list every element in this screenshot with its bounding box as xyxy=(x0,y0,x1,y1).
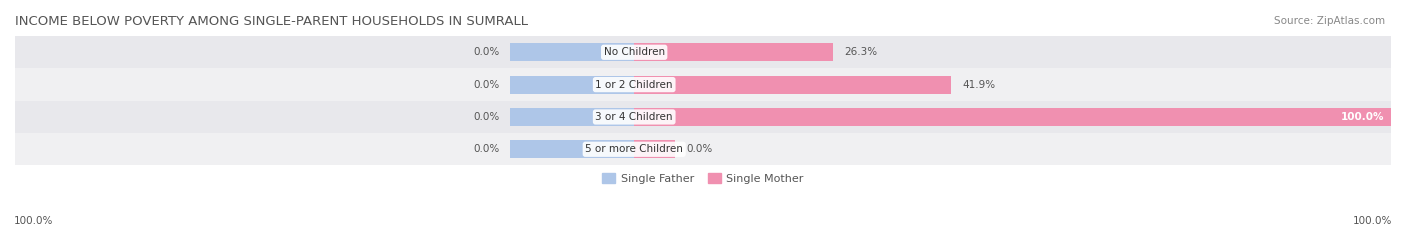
Bar xyxy=(15,101,1391,133)
Text: 100.0%: 100.0% xyxy=(1340,112,1384,122)
Text: 100.0%: 100.0% xyxy=(14,216,53,226)
Bar xyxy=(510,43,634,61)
Text: INCOME BELOW POVERTY AMONG SINGLE-PARENT HOUSEHOLDS IN SUMRALL: INCOME BELOW POVERTY AMONG SINGLE-PARENT… xyxy=(15,15,529,28)
Text: 3 or 4 Children: 3 or 4 Children xyxy=(596,112,673,122)
Bar xyxy=(510,76,634,93)
Bar xyxy=(634,43,834,61)
Bar xyxy=(634,108,1391,126)
Bar xyxy=(634,76,952,93)
Text: 0.0%: 0.0% xyxy=(472,112,499,122)
Text: 100.0%: 100.0% xyxy=(1353,216,1392,226)
Text: No Children: No Children xyxy=(603,47,665,57)
Text: Source: ZipAtlas.com: Source: ZipAtlas.com xyxy=(1274,16,1385,26)
Text: 26.3%: 26.3% xyxy=(844,47,877,57)
Bar xyxy=(634,140,675,158)
Text: 41.9%: 41.9% xyxy=(962,80,995,90)
Text: 0.0%: 0.0% xyxy=(472,47,499,57)
Bar xyxy=(15,69,1391,101)
Legend: Single Father, Single Mother: Single Father, Single Mother xyxy=(598,169,808,188)
Text: 0.0%: 0.0% xyxy=(472,80,499,90)
Text: 1 or 2 Children: 1 or 2 Children xyxy=(596,80,673,90)
Bar xyxy=(510,108,634,126)
Bar xyxy=(510,140,634,158)
Text: 5 or more Children: 5 or more Children xyxy=(585,144,683,154)
Bar xyxy=(15,36,1391,69)
Bar xyxy=(15,133,1391,165)
Text: 0.0%: 0.0% xyxy=(472,144,499,154)
Text: 0.0%: 0.0% xyxy=(686,144,713,154)
